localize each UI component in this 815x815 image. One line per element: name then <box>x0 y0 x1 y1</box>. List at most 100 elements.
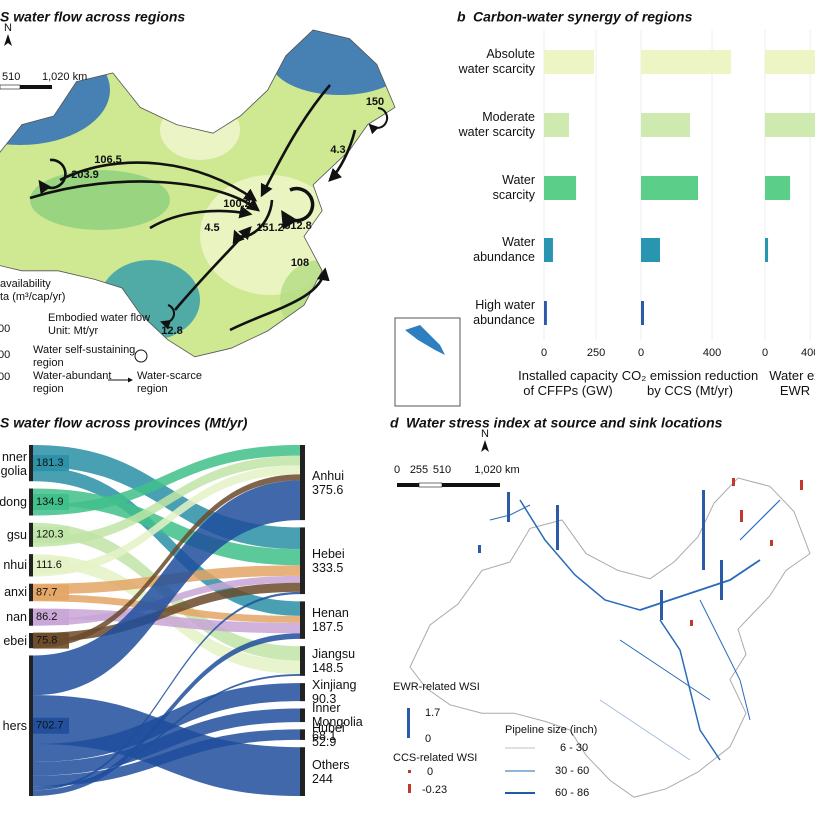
ewr-bar <box>702 490 705 570</box>
bar <box>544 301 547 325</box>
ccs-bar <box>800 480 803 490</box>
x-tick-label: 400 <box>703 347 721 359</box>
category-label: Water scarcity <box>492 173 535 202</box>
source-node <box>29 633 33 649</box>
flow-arrow <box>229 267 330 332</box>
source-node <box>29 488 33 516</box>
sink-label: Others 244 <box>312 757 350 786</box>
flow-label: 100.2 <box>223 198 251 210</box>
sink-label: Hebei 333.5 <box>312 546 345 575</box>
sink-node <box>300 601 305 639</box>
source-value-bg <box>33 717 69 734</box>
source-label: nhui <box>3 558 27 573</box>
flow-label: 4.5 <box>204 222 219 234</box>
cycle-arrow <box>281 186 315 230</box>
legend-swatch <box>408 784 411 793</box>
sink-value: 52.9 <box>312 734 337 749</box>
sink-value: 68.1 <box>312 729 337 744</box>
flow-arrow <box>328 129 357 182</box>
x-tick-label: 0 <box>541 347 547 359</box>
bar <box>641 176 699 200</box>
flow-ribbon <box>33 474 300 649</box>
source-value-bg <box>33 609 69 626</box>
sink-value: 90.3 <box>312 692 337 707</box>
legend-label: 6 - 30 <box>560 742 588 754</box>
flow-ribbon <box>33 455 300 547</box>
category-label: Water abundance <box>473 235 535 264</box>
x-tick-label: 250 <box>587 347 605 359</box>
cycle-arrow <box>160 304 175 330</box>
legend-label: -0.23 <box>422 784 447 796</box>
legend-label: 00 <box>0 323 11 335</box>
bar <box>641 238 661 262</box>
bar <box>641 113 691 137</box>
legend-label: 30 - 60 <box>555 765 589 777</box>
map-region <box>30 170 170 230</box>
legend-label: 00 <box>0 371 11 383</box>
source-value: 134.9 <box>36 496 64 508</box>
scale-label: 1,020 km <box>474 464 519 476</box>
legend-title: EWR-related WSI <box>393 681 480 693</box>
sankey: 181.3 134.9 120.3 111.6 87.7 86.2 75.8 702.7 <box>29 445 305 796</box>
flow-arrow <box>260 84 331 198</box>
ewr-bar <box>478 545 481 553</box>
cycle-arrow <box>368 107 389 135</box>
flow-ribbon <box>33 591 300 791</box>
flow-ribbon <box>33 582 300 643</box>
scale-label: 255 <box>410 464 428 476</box>
source-value: 87.7 <box>36 586 57 598</box>
pipeline <box>659 619 721 761</box>
flow-arrows <box>29 84 389 332</box>
source-label: ebei <box>3 633 27 648</box>
flow-ribbon <box>33 633 300 796</box>
sink-node <box>300 729 305 740</box>
source-node <box>29 445 33 482</box>
sink-label: Anhui 375.6 <box>312 468 344 497</box>
sink-label: Henan 187.5 <box>312 606 349 635</box>
category-label: Moderate water scarcity <box>458 110 535 139</box>
flow-ribbon <box>33 465 300 577</box>
sink-value: 148.5 <box>312 660 344 675</box>
sink-node <box>300 747 305 796</box>
north-arrow <box>481 440 489 452</box>
source-value: 120.3 <box>36 529 64 541</box>
map-region <box>270 30 395 95</box>
legend-title: Embodied water flow Unit: Mt/yr <box>48 312 151 337</box>
sink-node <box>300 646 305 676</box>
flow-arrow <box>232 199 274 245</box>
scale-label: 1,020 km <box>42 71 87 83</box>
x-axis-label: CO₂ emission reduction by CCS (Mt/yr) <box>621 368 759 398</box>
flow-label: 12.8 <box>161 325 182 337</box>
legend-cycle-icon <box>134 349 148 363</box>
inset-frame <box>394 317 461 407</box>
sink-label: Jiangsu 148.5 <box>312 646 356 675</box>
flow-label: 106.5 <box>94 154 122 166</box>
scale-label: 510 <box>433 464 451 476</box>
bar <box>544 176 577 200</box>
sink-node <box>300 445 305 521</box>
source-value-bg <box>33 455 69 472</box>
pipeline <box>699 599 751 721</box>
north-arrow <box>4 34 12 46</box>
source-label: dong <box>0 495 27 510</box>
x-tick-label: 0 <box>638 347 644 359</box>
sink-label: Xinjiang 90.3 <box>312 678 357 707</box>
sink-value: 244 <box>312 771 333 786</box>
legend-label: 0 <box>425 733 431 745</box>
ewr-bar <box>556 505 559 550</box>
ewr-bar <box>720 560 723 600</box>
ccs-bar <box>770 540 773 546</box>
north-label: N <box>481 428 489 440</box>
source-value-bg <box>33 557 69 574</box>
legend-label: Water-scarce region <box>137 370 202 395</box>
legend-label: 0 <box>427 766 433 778</box>
sink-label: Inner Mongolia 68.1 <box>312 701 363 744</box>
scale-label: 0 <box>394 464 400 476</box>
legend-title: Pipeline size (inch) <box>505 724 597 736</box>
source-value-bg <box>33 632 69 649</box>
inset-coast <box>405 325 445 355</box>
source-value-bg <box>33 526 69 543</box>
north-label: N <box>4 22 12 34</box>
category-label: Absolute water scarcity <box>458 47 535 76</box>
